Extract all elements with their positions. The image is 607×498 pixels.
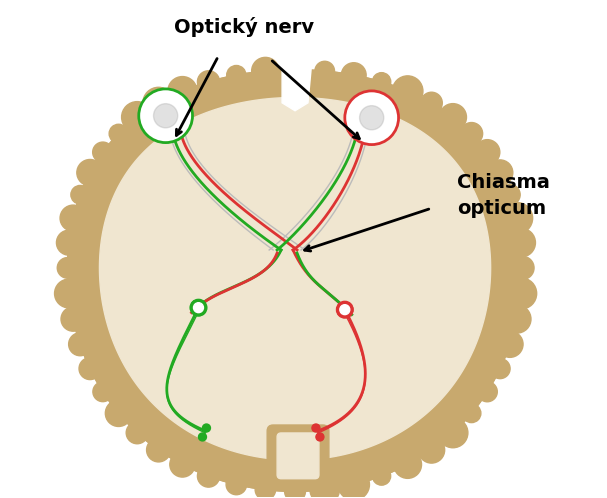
Circle shape xyxy=(315,61,334,81)
Circle shape xyxy=(500,184,520,205)
Circle shape xyxy=(285,481,305,498)
Circle shape xyxy=(477,381,497,402)
Circle shape xyxy=(252,57,279,85)
Circle shape xyxy=(198,433,206,441)
Circle shape xyxy=(126,422,148,444)
Circle shape xyxy=(79,358,101,379)
Circle shape xyxy=(57,257,78,278)
Polygon shape xyxy=(282,49,313,111)
Text: Chiasma
opticum: Chiasma opticum xyxy=(457,172,550,218)
Circle shape xyxy=(345,91,399,144)
Circle shape xyxy=(372,73,391,91)
Circle shape xyxy=(283,58,307,82)
Circle shape xyxy=(337,302,353,318)
Circle shape xyxy=(501,203,532,234)
Circle shape xyxy=(418,437,445,463)
Circle shape xyxy=(438,418,468,448)
Circle shape xyxy=(170,452,195,477)
Text: Optický nerv: Optický nerv xyxy=(174,17,314,37)
Circle shape xyxy=(194,303,203,313)
Circle shape xyxy=(226,474,246,495)
Circle shape xyxy=(197,71,220,93)
FancyBboxPatch shape xyxy=(267,425,329,489)
Circle shape xyxy=(106,400,132,426)
Circle shape xyxy=(341,63,366,88)
Circle shape xyxy=(439,104,466,131)
Polygon shape xyxy=(100,98,490,460)
Polygon shape xyxy=(100,98,490,460)
Circle shape xyxy=(61,307,86,331)
Polygon shape xyxy=(67,70,523,492)
Circle shape xyxy=(143,87,174,119)
Circle shape xyxy=(71,185,89,204)
Circle shape xyxy=(93,382,113,402)
Circle shape xyxy=(109,124,128,143)
Circle shape xyxy=(338,469,370,498)
Circle shape xyxy=(316,433,324,441)
Circle shape xyxy=(392,76,423,107)
Circle shape xyxy=(506,278,537,309)
Circle shape xyxy=(226,66,246,85)
Circle shape xyxy=(55,279,83,308)
Circle shape xyxy=(475,139,500,165)
FancyBboxPatch shape xyxy=(277,433,319,479)
Circle shape xyxy=(421,92,443,114)
Circle shape xyxy=(168,77,197,106)
Circle shape xyxy=(255,480,276,498)
Circle shape xyxy=(497,331,523,358)
Circle shape xyxy=(487,160,513,185)
Circle shape xyxy=(373,467,391,485)
Circle shape xyxy=(312,424,320,432)
Circle shape xyxy=(197,465,220,487)
Circle shape xyxy=(154,104,178,128)
Circle shape xyxy=(77,159,103,186)
Circle shape xyxy=(490,359,510,378)
Circle shape xyxy=(69,333,92,356)
Circle shape xyxy=(503,305,531,333)
Circle shape xyxy=(191,300,206,316)
Circle shape xyxy=(507,228,535,257)
Circle shape xyxy=(462,404,481,423)
Circle shape xyxy=(139,89,192,142)
Circle shape xyxy=(359,106,384,130)
Circle shape xyxy=(56,230,81,255)
Circle shape xyxy=(121,102,153,133)
Circle shape xyxy=(310,475,339,498)
Polygon shape xyxy=(67,70,523,492)
Circle shape xyxy=(146,438,171,462)
Circle shape xyxy=(60,205,86,231)
Circle shape xyxy=(394,451,421,479)
Circle shape xyxy=(340,305,350,315)
Circle shape xyxy=(93,142,113,162)
Circle shape xyxy=(203,424,211,432)
Circle shape xyxy=(460,123,483,145)
Circle shape xyxy=(511,256,534,279)
